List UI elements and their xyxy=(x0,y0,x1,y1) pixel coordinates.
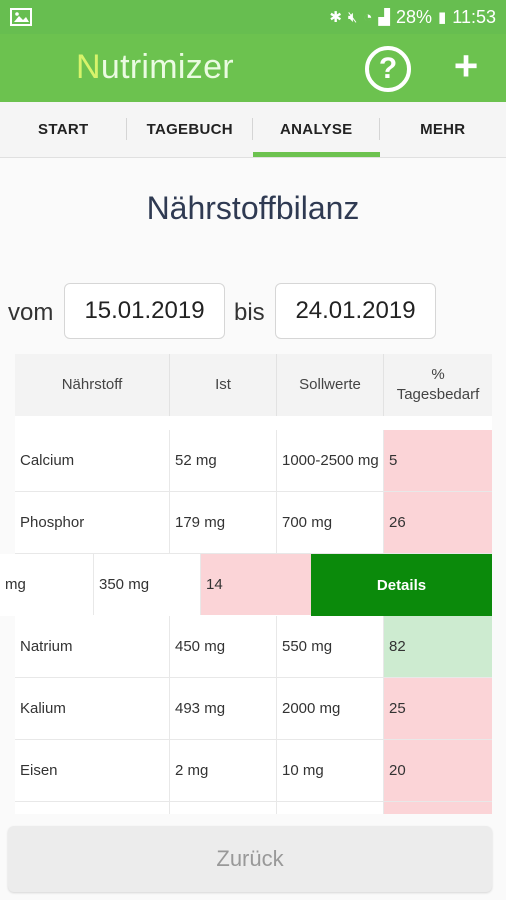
status-bar: ✱ 🔇︎ ◔ ▟ 28% ▮ 11:53 xyxy=(0,0,506,34)
actual-cell xyxy=(170,802,277,814)
battery-icon: ▮ xyxy=(438,8,447,26)
percent-cell: 14 xyxy=(201,554,311,615)
back-button[interactable]: Zurück xyxy=(8,826,492,892)
actual-cell: 493 mg xyxy=(170,678,277,739)
tab-divider xyxy=(378,118,380,140)
nutrient-cell: Natrium xyxy=(15,616,170,677)
tab-start[interactable]: START xyxy=(0,102,127,157)
target-cell: 700 mg xyxy=(277,492,384,553)
percent-cell: 82 xyxy=(384,616,492,677)
actual-cell: mg xyxy=(0,554,94,615)
header-target: Sollwerte xyxy=(277,354,384,416)
to-date-field[interactable]: 24.01.2019 xyxy=(275,283,436,339)
help-button[interactable]: ? xyxy=(365,46,411,92)
tab-divider xyxy=(252,118,253,140)
tab-label: ANALYSE xyxy=(280,121,353,138)
percent-cell: 20 xyxy=(384,740,492,801)
tab-tagebuch[interactable]: TAGEBUCH xyxy=(127,102,253,157)
to-label: bis xyxy=(234,299,265,326)
tab-mehr[interactable]: MEHR xyxy=(380,102,506,157)
nutrient-cell: Phosphor xyxy=(15,492,170,553)
table-row[interactable] xyxy=(15,802,492,814)
header-percent: % Tagesbedarf xyxy=(384,354,492,416)
target-cell: 550 mg xyxy=(277,616,384,677)
actual-cell: 450 mg xyxy=(170,616,277,677)
signal-icon: ▟ xyxy=(378,8,390,26)
header-percent-label: Tagesbedarf xyxy=(396,386,480,403)
actual-cell: 2 mg xyxy=(170,740,277,801)
clock: 11:53 xyxy=(452,7,496,27)
app-bar: Nutrimizer ? + xyxy=(0,34,506,102)
table-row[interactable]: Calcium 52 mg 1000-2500 mg 5 xyxy=(15,430,492,492)
add-button[interactable]: + xyxy=(453,42,479,89)
app-logo: Nutrimizer xyxy=(76,48,234,87)
actual-cell: 179 mg xyxy=(170,492,277,553)
header-nutrient: Nährstoff xyxy=(15,354,170,416)
swiped-table-row[interactable]: mg 350 mg 14 Details xyxy=(0,554,492,616)
from-date-field[interactable]: 15.01.2019 xyxy=(64,283,225,339)
app-logo-rest: utrimizer xyxy=(100,48,234,86)
target-cell: 1000-2500 mg xyxy=(277,430,384,491)
bluetooth-icon: ✱ xyxy=(329,8,342,26)
app-logo-initial: N xyxy=(76,48,101,86)
from-label: vom xyxy=(8,299,54,326)
tab-label: MEHR xyxy=(420,121,466,138)
nutrient-cell xyxy=(15,802,170,814)
tab-bar: START TAGEBUCH ANALYSE MEHR xyxy=(0,102,506,158)
target-cell xyxy=(277,802,384,814)
table-row[interactable]: Natrium 450 mg 550 mg 82 xyxy=(15,616,492,678)
mute-icon: 🔇︎ xyxy=(347,8,358,26)
percent-cell xyxy=(384,802,492,814)
percent-cell: 26 xyxy=(384,492,492,553)
table-header: Nährstoff Ist Sollwerte % Tagesbedarf xyxy=(15,354,492,416)
tab-label: TAGEBUCH xyxy=(146,121,233,138)
battery-percent: 28% xyxy=(395,7,433,27)
target-cell: 350 mg xyxy=(94,554,201,615)
image-icon xyxy=(10,8,32,26)
wifi-icon: ◔ xyxy=(363,8,373,26)
details-button[interactable]: Details xyxy=(311,554,492,616)
nutrient-cell: Calcium xyxy=(15,430,170,491)
target-cell: 2000 mg xyxy=(277,678,384,739)
tab-divider xyxy=(125,118,127,140)
page-title: Nährstoffbilanz xyxy=(146,190,360,226)
tab-label: START xyxy=(38,121,89,138)
actual-cell: 52 mg xyxy=(170,430,277,491)
header-percent-symbol: % xyxy=(431,366,445,383)
table-row[interactable]: Eisen 2 mg 10 mg 20 xyxy=(15,740,492,802)
date-range: vom 15.01.2019 bis 24.01.2019 xyxy=(0,283,506,339)
nutrient-cell: Eisen xyxy=(15,740,170,801)
target-cell: 10 mg xyxy=(277,740,384,801)
percent-cell: 5 xyxy=(384,430,492,491)
header-actual: Ist xyxy=(170,354,277,416)
tab-analyse[interactable]: ANALYSE xyxy=(253,102,380,157)
table-row[interactable]: Kalium 493 mg 2000 mg 25 xyxy=(15,678,492,740)
table-row[interactable]: Phosphor 179 mg 700 mg 26 xyxy=(15,492,492,554)
percent-cell: 25 xyxy=(384,678,492,739)
nutrient-cell: Kalium xyxy=(15,678,170,739)
